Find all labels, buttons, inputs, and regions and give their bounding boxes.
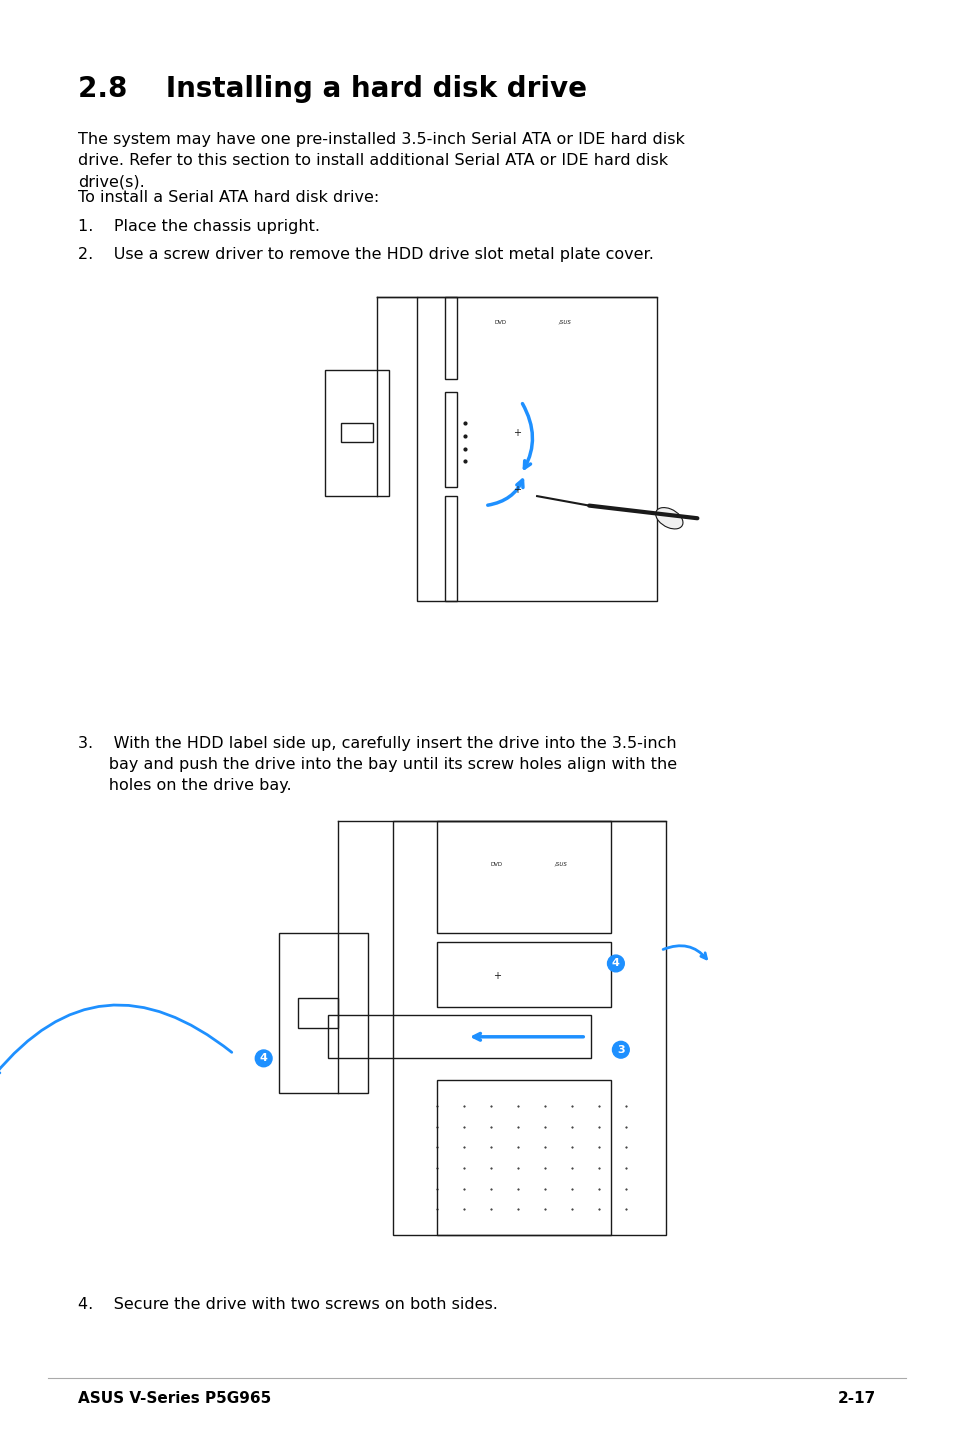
FancyArrowPatch shape [0,1005,232,1076]
Text: 1.    Place the chassis upright.: 1. Place the chassis upright. [78,219,320,233]
Text: 4: 4 [259,1051,268,1066]
Text: DVD: DVD [490,861,502,867]
Bar [444,296,456,380]
Text: 2.    Use a screw driver to remove the HDD drive slot metal plate cover.: 2. Use a screw driver to remove the HDD … [78,247,654,262]
Text: 3: 3 [617,1045,624,1054]
Bar [444,496,456,601]
Text: 4: 4 [611,959,619,968]
FancyArrowPatch shape [487,480,522,505]
Text: 2.8    Installing a hard disk drive: 2.8 Installing a hard disk drive [78,75,587,102]
Ellipse shape [655,508,682,529]
Bar [340,423,373,443]
Bar [298,998,337,1028]
FancyArrowPatch shape [522,404,532,469]
Bar [444,391,456,486]
Text: DVD: DVD [495,319,507,325]
FancyArrowPatch shape [662,946,706,959]
Text: 4.    Secure the drive with two screws on both sides.: 4. Secure the drive with two screws on b… [78,1297,497,1311]
Text: 3: 3 [616,1043,624,1057]
Text: +: + [513,429,520,437]
Text: 3.    With the HDD label side up, carefully insert the drive into the 3.5-inch
 : 3. With the HDD label side up, carefully… [78,736,677,794]
FancyArrowPatch shape [474,1034,582,1040]
Bar [436,821,610,933]
Bar [324,370,389,496]
Bar [328,1015,591,1058]
Bar [278,933,368,1093]
Bar [436,1080,610,1235]
Text: +: + [493,972,500,981]
Text: To install a Serial ATA hard disk drive:: To install a Serial ATA hard disk drive: [78,190,379,204]
Bar [436,942,610,1007]
Text: 4: 4 [259,1054,268,1063]
Text: 4: 4 [611,956,619,971]
Text: ASUS V-Series P5G965: ASUS V-Series P5G965 [78,1392,272,1406]
Text: The system may have one pre-installed 3.5-inch Serial ATA or IDE hard disk
drive: The system may have one pre-installed 3.… [78,132,684,190]
Text: /SUS: /SUS [558,319,571,325]
Text: 2-17: 2-17 [837,1392,875,1406]
Text: +: + [513,485,520,495]
Text: /SUS: /SUS [555,861,567,867]
